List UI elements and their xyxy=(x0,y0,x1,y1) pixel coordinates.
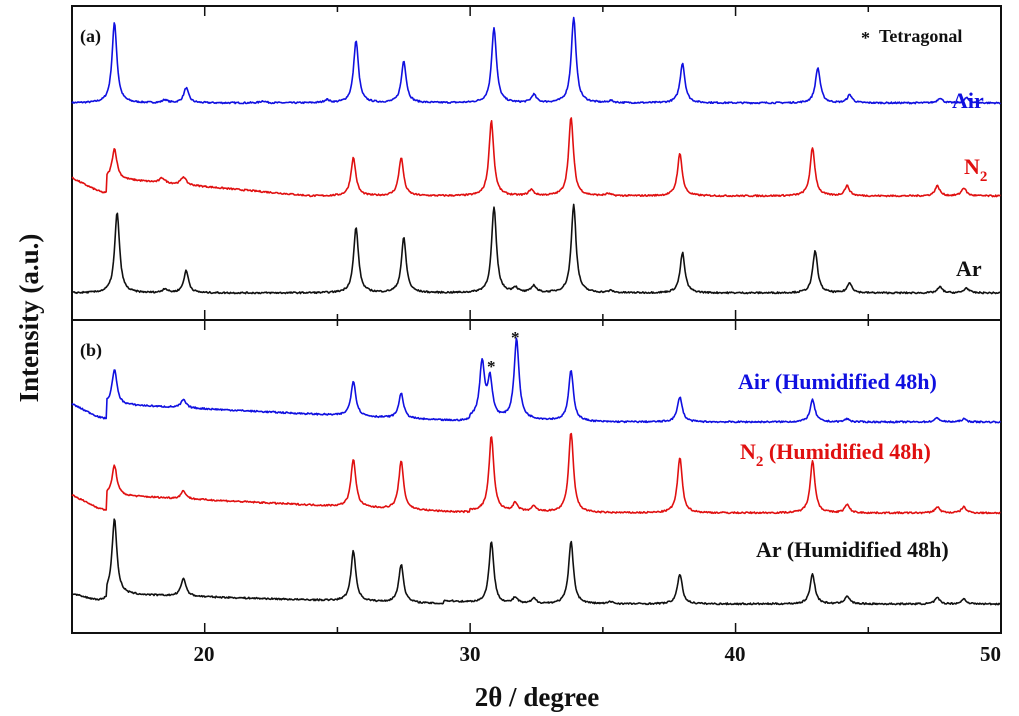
x-tick-label-40: 40 xyxy=(725,642,746,666)
series-line-a-ar xyxy=(71,203,1001,295)
label-a-ar: Ar xyxy=(956,256,982,281)
label-a-n2-main: N xyxy=(964,154,980,179)
series-line-a-n2 xyxy=(71,117,1001,198)
label-b-n2-sub: 2 xyxy=(756,454,764,470)
series-line-b-air-humidified-48h xyxy=(71,337,1002,424)
x-tick-label-50: 50 xyxy=(980,642,1001,666)
panel-a-frame xyxy=(71,5,1002,321)
label-b-n2-main: N xyxy=(740,439,756,464)
panel-b-frame xyxy=(71,319,1002,634)
label-b-air: Air (Humidified 48h) xyxy=(738,369,937,394)
series-line-b-ar-humidified-48h xyxy=(71,518,1002,606)
label-a-n2: N2 xyxy=(964,154,987,185)
panel-b-tag: (b) xyxy=(80,340,102,361)
tetragonal-note-text: Tetragonal xyxy=(879,26,962,46)
tetragonal-note-symbol: * xyxy=(861,28,870,48)
tetragonal-star-2: * xyxy=(511,328,520,347)
series-line-a-air xyxy=(71,16,1001,105)
label-a-n2-sub: 2 xyxy=(980,169,988,185)
label-b-n2-rest: (Humidified 48h) xyxy=(763,439,930,464)
y-axis-title: Intensity (a.u.) xyxy=(14,234,44,403)
tick-layer xyxy=(71,6,1002,633)
label-b-n2: N2 (Humidified 48h) xyxy=(740,439,931,470)
label-a-air: Air xyxy=(952,88,984,113)
x-axis-title: 2θ / degree xyxy=(475,682,600,712)
tetragonal-star-1: * xyxy=(487,357,496,376)
panel-a-tag: (a) xyxy=(80,26,101,47)
label-b-ar: Ar (Humidified 48h) xyxy=(756,537,949,562)
x-tick-label-30: 30 xyxy=(460,642,481,666)
x-tick-label-20: 20 xyxy=(194,642,215,666)
series-line-b-n2-humidified-48h xyxy=(71,432,1001,515)
series-layer xyxy=(71,16,1002,606)
